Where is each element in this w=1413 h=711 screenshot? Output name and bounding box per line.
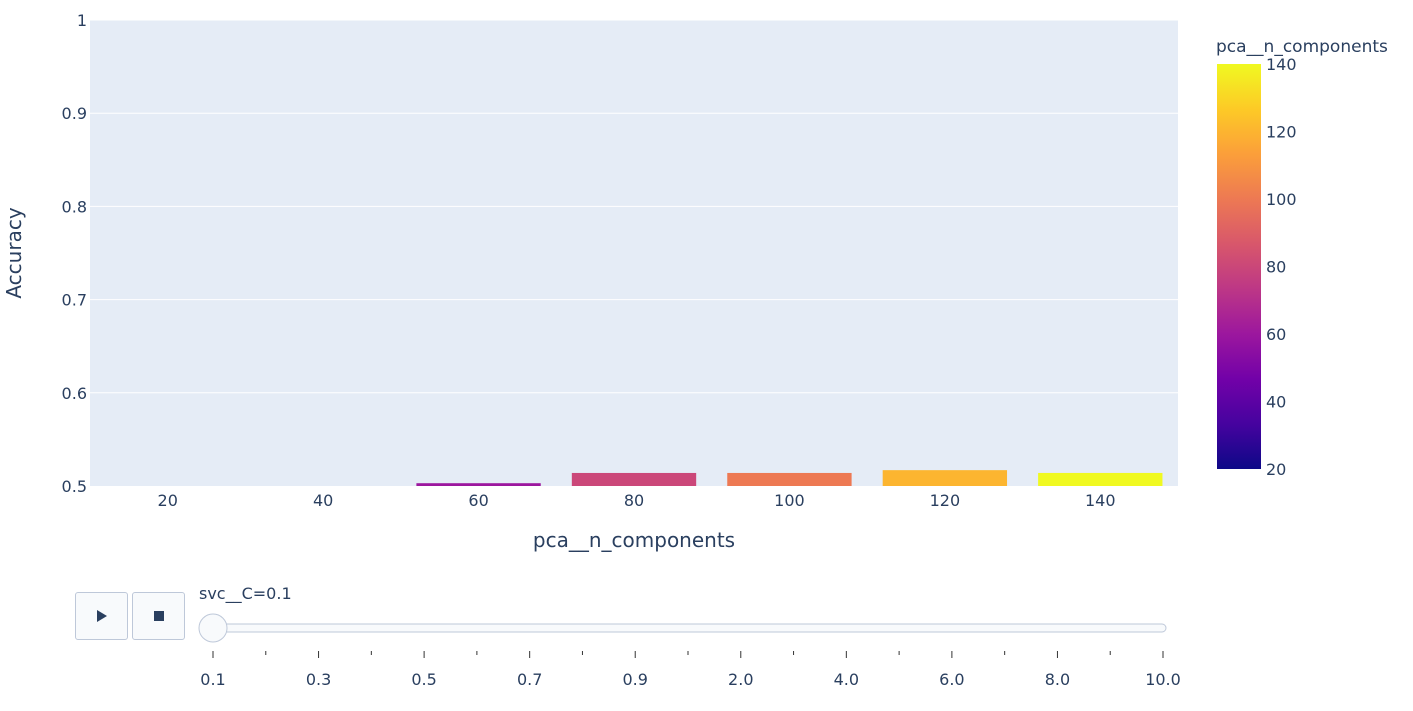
play-button[interactable] bbox=[75, 592, 128, 640]
slider-step-label[interactable]: 0.5 bbox=[411, 670, 436, 689]
bar bbox=[1038, 472, 1163, 486]
x-axis-title: pca__n_components bbox=[533, 528, 735, 552]
x-tick-label: 20 bbox=[158, 491, 178, 510]
y-axis-title: Accuracy bbox=[2, 207, 26, 298]
stop-icon bbox=[153, 611, 164, 621]
slider-rail[interactable] bbox=[211, 623, 1167, 633]
colorbar-tick-label: 140 bbox=[1266, 55, 1297, 74]
slider-ticks bbox=[212, 651, 1164, 658]
slider-step-label[interactable]: 0.9 bbox=[622, 670, 647, 689]
stop-button[interactable] bbox=[132, 592, 185, 640]
slider-step-label[interactable]: 8.0 bbox=[1045, 670, 1070, 689]
y-tick-label: 0.8 bbox=[62, 197, 87, 216]
x-tick-label: 60 bbox=[468, 491, 488, 510]
slider-step-label[interactable]: 6.0 bbox=[939, 670, 964, 689]
colorbar bbox=[1217, 64, 1261, 469]
colorbar-tick-labels: 20 40 60 80 100 120 140 bbox=[1266, 55, 1297, 479]
y-tick-label: 0.7 bbox=[62, 291, 87, 310]
slider-step-label[interactable]: 0.1 bbox=[200, 670, 225, 689]
bar bbox=[727, 472, 852, 486]
slider-step-label[interactable]: 10.0 bbox=[1145, 670, 1181, 689]
y-tick-label: 0.6 bbox=[62, 384, 87, 403]
y-tick-label: 0.9 bbox=[62, 104, 87, 123]
colorbar-tick-label: 80 bbox=[1266, 258, 1286, 277]
y-tick-label: 1 bbox=[77, 11, 87, 30]
y-tick-label: 0.5 bbox=[62, 477, 87, 496]
bar bbox=[416, 483, 541, 486]
x-tick-labels: 20 40 60 80 100 120 140 bbox=[158, 491, 1116, 510]
colorbar-tick-label: 100 bbox=[1266, 190, 1297, 209]
slider-step-label[interactable]: 4.0 bbox=[834, 670, 859, 689]
colorbar-tick-label: 120 bbox=[1266, 123, 1297, 142]
bar bbox=[571, 472, 697, 486]
colorbar-tick-label: 20 bbox=[1266, 460, 1286, 479]
slider-step-label[interactable]: 0.7 bbox=[517, 670, 542, 689]
colorbar-tick-label: 40 bbox=[1266, 393, 1286, 412]
bars bbox=[416, 470, 1163, 486]
play-icon bbox=[96, 610, 107, 622]
x-tick-label: 100 bbox=[774, 491, 805, 510]
slider-handle[interactable] bbox=[198, 613, 228, 643]
x-tick-label: 140 bbox=[1085, 491, 1116, 510]
slider-current-value: svc__C=0.1 bbox=[199, 584, 292, 604]
colorbar-title: pca__n_components bbox=[1216, 37, 1388, 57]
bar bbox=[882, 470, 1008, 486]
slider-step-labels: 0.1 0.3 0.5 0.7 0.9 2.0 4.0 6.0 8.0 10.0 bbox=[200, 670, 1181, 689]
plot-area bbox=[90, 20, 1178, 486]
y-tick-labels: 0.5 0.6 0.7 0.8 0.9 1 bbox=[62, 11, 87, 496]
slider-step-label[interactable]: 2.0 bbox=[728, 670, 753, 689]
x-tick-label: 120 bbox=[930, 491, 961, 510]
x-tick-label: 40 bbox=[313, 491, 333, 510]
colorbar-tick-label: 60 bbox=[1266, 325, 1286, 344]
grid-lines bbox=[90, 19, 1178, 394]
slider-step-label[interactable]: 0.3 bbox=[306, 670, 331, 689]
x-tick-label: 80 bbox=[624, 491, 644, 510]
